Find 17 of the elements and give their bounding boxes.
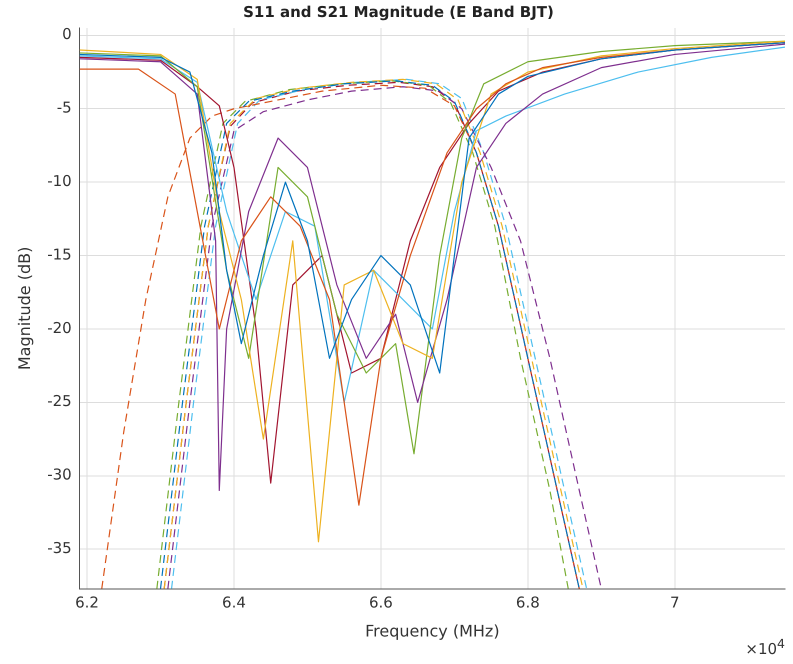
y-tick-label: -20 (47, 318, 72, 337)
y-tick-label: -5 (56, 98, 72, 117)
y-axis-title: Magnitude (dB) (14, 246, 34, 370)
x-axis-title: Frequency (MHz) (365, 622, 500, 641)
x-tick-label: 6.8 (516, 594, 540, 612)
x-tick-label: 6.6 (368, 594, 393, 612)
y-tick-label: -35 (47, 539, 72, 558)
x-tick-label: 6.2 (75, 594, 99, 612)
chart-title: S11 and S21 Magnitude (E Band BJT) (243, 2, 554, 21)
x-tick-label: 7 (670, 594, 680, 612)
y-tick-label: -10 (47, 172, 72, 190)
y-tick-label: 0 (62, 25, 72, 44)
y-tick-label: -15 (47, 245, 72, 264)
text: ×10$^{4}$ (745, 636, 785, 658)
x-tick-label: 6.4 (222, 594, 246, 612)
y-tick-label: -25 (47, 392, 72, 410)
y-tick-label: -30 (47, 466, 72, 484)
